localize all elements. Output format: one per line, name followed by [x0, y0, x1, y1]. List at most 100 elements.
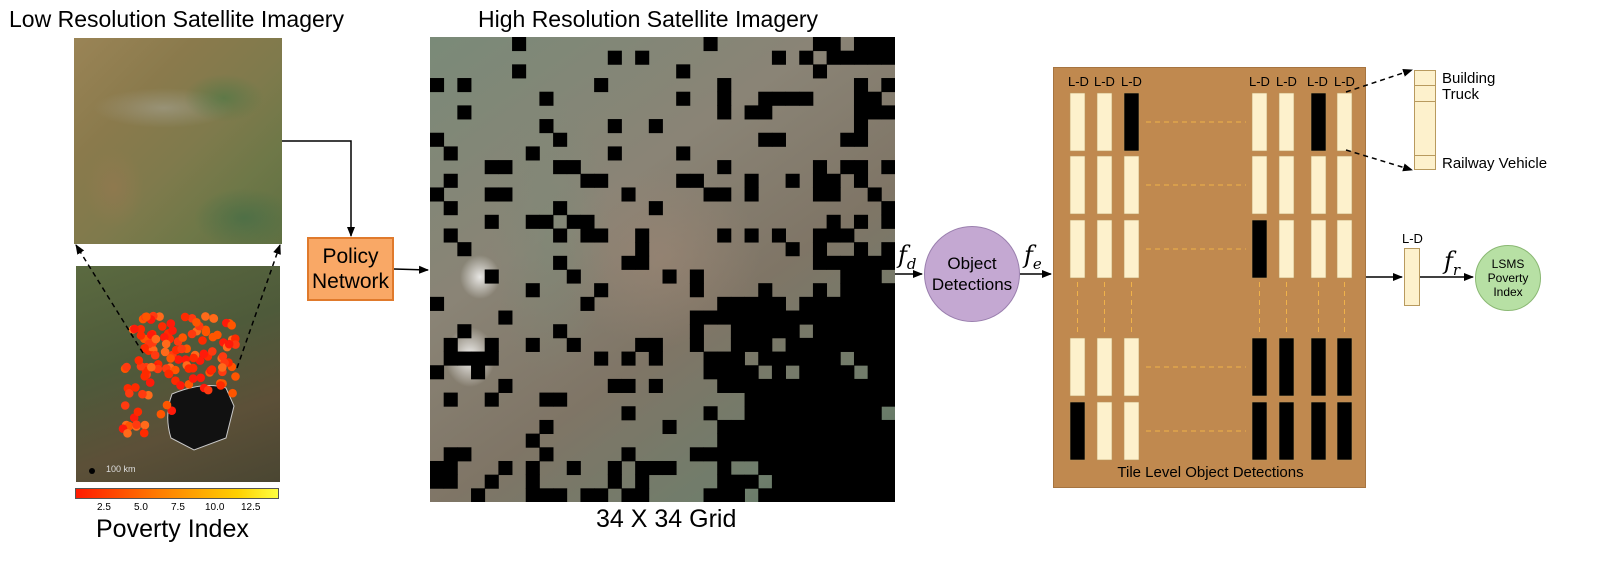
- tile-cell: [1310, 219, 1327, 279]
- masked-tile: [430, 132, 445, 147]
- masked-tile: [881, 242, 895, 257]
- masked-tile: [758, 283, 773, 298]
- tile-cell: [1123, 92, 1140, 152]
- masked-tile: [484, 392, 499, 407]
- function-fd: fd: [898, 241, 917, 273]
- masked-tile: [621, 187, 636, 202]
- masked-tile: [525, 337, 540, 352]
- masked-tile: [717, 310, 732, 325]
- masked-tile: [689, 324, 704, 339]
- masked-tile: [635, 228, 650, 243]
- masked-tile: [717, 433, 732, 448]
- poverty-dot: [133, 407, 143, 417]
- masked-tile: [553, 255, 568, 270]
- masked-tile: [853, 433, 869, 448]
- object-detections-line1: Object: [947, 254, 997, 273]
- masked-tile: [799, 310, 814, 325]
- poverty-dot: [192, 318, 201, 327]
- poverty-dot: [153, 364, 163, 374]
- lsms-poverty-index-node: LSMS Poverty Index: [1475, 245, 1541, 311]
- masked-tile: [758, 310, 773, 325]
- masked-tile: [785, 447, 800, 462]
- masked-tile: [881, 337, 895, 352]
- masked-tile: [703, 37, 718, 52]
- masked-tile: [457, 78, 472, 93]
- masked-tile: [676, 173, 691, 188]
- masked-tile: [594, 173, 609, 188]
- masked-tile: [553, 160, 568, 175]
- tile-cell: [1069, 155, 1086, 215]
- poverty-dot: [150, 350, 160, 360]
- masked-tile: [826, 351, 841, 366]
- poverty-dot: [228, 388, 237, 398]
- masked-tile: [826, 255, 841, 270]
- masked-tile: [443, 474, 458, 489]
- masked-tile: [621, 255, 636, 270]
- masked-tile: [443, 447, 458, 462]
- masked-tile: [621, 488, 636, 502]
- masked-tile: [826, 324, 841, 339]
- masked-tile: [758, 460, 773, 476]
- masked-tile: [703, 351, 718, 366]
- poverty-dot: [208, 347, 217, 356]
- masked-tile: [812, 419, 828, 435]
- masked-tile: [607, 378, 622, 393]
- poverty-dot: [178, 333, 187, 342]
- masked-tile: [730, 378, 745, 393]
- masked-tile: [867, 365, 882, 380]
- masked-tile: [853, 37, 869, 52]
- masked-tile: [457, 242, 472, 257]
- masked-tile: [867, 419, 882, 435]
- masked-tile: [771, 378, 786, 393]
- masked-tile: [730, 474, 745, 489]
- masked-tile: [826, 488, 841, 502]
- masked-tile: [744, 406, 759, 421]
- masked-tile: [484, 351, 499, 366]
- masked-tile: [717, 351, 732, 366]
- masked-tile: [799, 296, 814, 311]
- masked-tile: [471, 488, 486, 502]
- masked-tile: [553, 201, 568, 216]
- masked-tile: [635, 255, 650, 270]
- tile-cell: [1336, 92, 1353, 152]
- masked-tile: [525, 488, 540, 502]
- masked-tile: [758, 419, 773, 435]
- tile-cell: [1123, 337, 1140, 397]
- masked-tile: [676, 91, 691, 106]
- masked-tile: [676, 64, 691, 79]
- masked-tile: [430, 296, 445, 311]
- masked-tile: [689, 337, 704, 352]
- masked-tile: [484, 160, 499, 175]
- tile-cell: [1310, 92, 1327, 152]
- masked-tile: [758, 337, 773, 352]
- masked-tile: [607, 50, 622, 65]
- masked-tile: [771, 365, 786, 380]
- masked-tile: [430, 78, 445, 93]
- poverty-dot: [208, 332, 218, 342]
- masked-tile: [853, 119, 869, 134]
- masked-tile: [580, 296, 595, 311]
- masked-tile: [430, 365, 445, 380]
- masked-tile: [867, 406, 882, 421]
- masked-tile: [430, 187, 445, 202]
- poverty-dot: [188, 374, 198, 383]
- masked-tile: [881, 283, 895, 298]
- masked-tile: [758, 447, 773, 462]
- masked-tile: [785, 91, 800, 106]
- masked-tile: [867, 50, 882, 65]
- masked-tile: [840, 296, 855, 311]
- masked-tile: [771, 474, 786, 489]
- masked-tile: [689, 310, 704, 325]
- high-res-title: High Resolution Satellite Imagery: [478, 6, 819, 32]
- tile-cell: [1251, 219, 1268, 279]
- masked-tile: [498, 187, 513, 202]
- masked-tile: [840, 447, 855, 462]
- masked-tile: [580, 214, 595, 229]
- masked-tile: [840, 255, 855, 270]
- masked-tile: [717, 488, 732, 502]
- masked-tile: [785, 406, 800, 421]
- masked-tile: [881, 488, 895, 502]
- masked-tile: [512, 64, 527, 79]
- colorbar-tick: 10.0: [205, 502, 225, 513]
- tile-cell: [1123, 155, 1140, 215]
